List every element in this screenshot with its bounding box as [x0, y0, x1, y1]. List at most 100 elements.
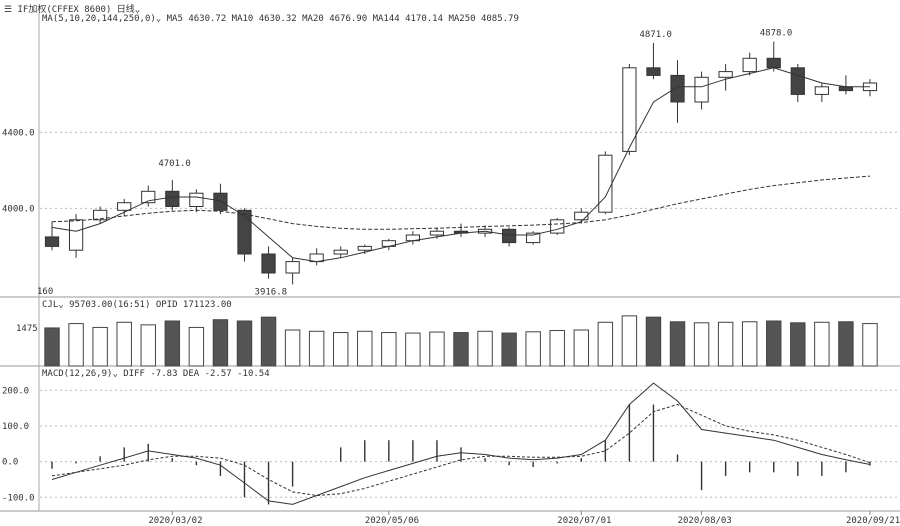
volume-bar-up — [188, 326, 205, 367]
volume-bar-up — [332, 332, 349, 367]
macd-panel — [51, 382, 871, 505]
symbol-title[interactable]: ☰ IF加权(CFFEX 8600) 日线⌄ — [4, 2, 140, 15]
candle-up — [550, 219, 565, 234]
volume-bar-down — [453, 332, 469, 367]
candle-down — [670, 74, 685, 103]
date-tick-label: 2020/07/01 — [557, 516, 611, 526]
candle-down — [237, 209, 252, 255]
candle-up — [622, 67, 637, 152]
volume-bar-up — [140, 324, 156, 367]
volume-bar-up — [549, 330, 565, 367]
ma-legend[interactable]: MA(5,10,20,144,250,0)⌄ MA5 4630.72 MA10 … — [42, 14, 519, 24]
volume-bar-up — [862, 323, 878, 367]
chevron-down-icon[interactable]: ⌄ — [112, 369, 118, 379]
volume-bar-up — [116, 321, 132, 367]
candle-up — [357, 245, 372, 251]
volume-bar-down — [260, 316, 277, 367]
axis-labels: 4400.0 4000.0 1475 200.0 100.0 0.0 -100.0 2020/… — [2, 128, 900, 526]
volume-bar-down — [766, 320, 782, 367]
macd-tick-label: 0.0 — [2, 458, 18, 468]
volume-panel — [44, 315, 878, 367]
volume-bar-up — [717, 321, 734, 367]
macd-tick-label: 100.0 — [2, 422, 29, 432]
candle-down — [501, 228, 517, 244]
price-annotation: 4701.0 — [158, 159, 191, 169]
volume-bar-up — [741, 321, 758, 367]
volume-bar-up — [693, 322, 710, 367]
candle-up — [189, 192, 204, 207]
macd-hist-value: -10.54 — [237, 369, 270, 379]
price-panel: 4701.0 3916.8 4871.0 4878.0 160 — [37, 29, 878, 298]
candle-up — [333, 249, 348, 255]
candle-down — [790, 67, 805, 95]
candle-down — [838, 86, 854, 92]
candle-up — [718, 71, 733, 78]
symbol-name: IF加权(CFFEX 8600) — [17, 5, 112, 15]
chevron-down-icon[interactable]: ⌄ — [58, 300, 64, 310]
price-annotation: 4871.0 — [639, 30, 672, 40]
volume-bar-down — [44, 327, 60, 367]
macd-tick-label: 200.0 — [2, 386, 29, 396]
candle-up — [117, 202, 132, 211]
chevron-down-icon[interactable]: ⌄ — [134, 5, 141, 15]
volume-bar-up — [429, 331, 445, 367]
volume-legend[interactable]: CJL⌄ 95703.00(16:51) OPID 171123.00 — [42, 300, 232, 310]
date-tick-label: 2020/05/06 — [365, 516, 419, 526]
volume-bar-up — [477, 330, 493, 367]
ma-short-line — [51, 67, 870, 263]
ma144-value: MA144 4170.14 — [372, 14, 444, 24]
volume-tick-label: 1475 — [16, 324, 38, 334]
volume-bar-down — [645, 316, 662, 367]
volume-bar-down — [669, 321, 686, 367]
volume-name[interactable]: CJL — [42, 300, 59, 310]
candle-down — [766, 57, 781, 69]
candle-up — [814, 86, 829, 95]
candle-down — [213, 192, 228, 211]
price-annotation: 160 — [37, 287, 53, 297]
volume-bar-up — [525, 331, 541, 367]
candle-up — [68, 219, 84, 251]
volume-bar-up — [308, 330, 325, 367]
date-tick-label: 2020/08/03 — [678, 516, 732, 526]
ma250-value: MA250 4085.79 — [448, 14, 519, 24]
grid-lines — [40, 131, 900, 498]
volume-value: 95703.00(16:51) — [69, 300, 151, 310]
ma5-value: MA5 4630.72 — [166, 14, 227, 24]
volume-bar-up — [357, 330, 373, 367]
menu-icon[interactable]: ☰ — [4, 5, 13, 15]
volume-bar-up — [284, 329, 301, 367]
macd-legend[interactable]: MACD(12,26,9)⌄ DIFF -7.83 DEA -2.57 -10.… — [42, 369, 270, 379]
candle-down — [44, 236, 60, 247]
price-annotation: 3916.8 — [255, 288, 288, 298]
volume-bar-up — [597, 321, 614, 367]
date-tick-label: 2020/09/21 — [846, 516, 900, 526]
volume-bar-down — [236, 320, 253, 367]
candle-up — [526, 232, 541, 244]
macd-diff-line — [51, 382, 871, 505]
chevron-down-icon[interactable]: ⌄ — [155, 14, 162, 24]
volume-bar-down — [212, 319, 229, 367]
candle-up — [285, 261, 300, 274]
ma-long-line — [51, 175, 871, 230]
candle-up — [574, 211, 589, 221]
volume-bar-up — [573, 329, 590, 367]
price-annotation: 4878.0 — [760, 29, 793, 39]
volume-bar-up — [68, 323, 84, 367]
macd-name[interactable]: MACD(12,26,9) — [42, 369, 113, 379]
candle-down — [261, 253, 276, 274]
ma-params[interactable]: MA(5,10,20,144,250,0) — [42, 14, 156, 24]
price-tick-label: 4400.0 — [2, 128, 35, 138]
candle-up — [141, 190, 156, 204]
diff-value: DIFF -7.83 — [123, 369, 178, 379]
open-interest-value: OPID 171123.00 — [155, 300, 232, 310]
candle-down — [165, 190, 180, 208]
volume-bar-up — [621, 315, 638, 367]
macd-tick-label: -100.0 — [2, 493, 35, 503]
volume-bar-down — [164, 320, 181, 367]
volume-bar-down — [838, 321, 854, 367]
ma10-value: MA10 4630.32 — [231, 14, 297, 24]
volume-bar-down — [501, 332, 517, 367]
volume-bar-up — [814, 321, 830, 367]
period-selector[interactable]: 日线 — [116, 5, 135, 15]
